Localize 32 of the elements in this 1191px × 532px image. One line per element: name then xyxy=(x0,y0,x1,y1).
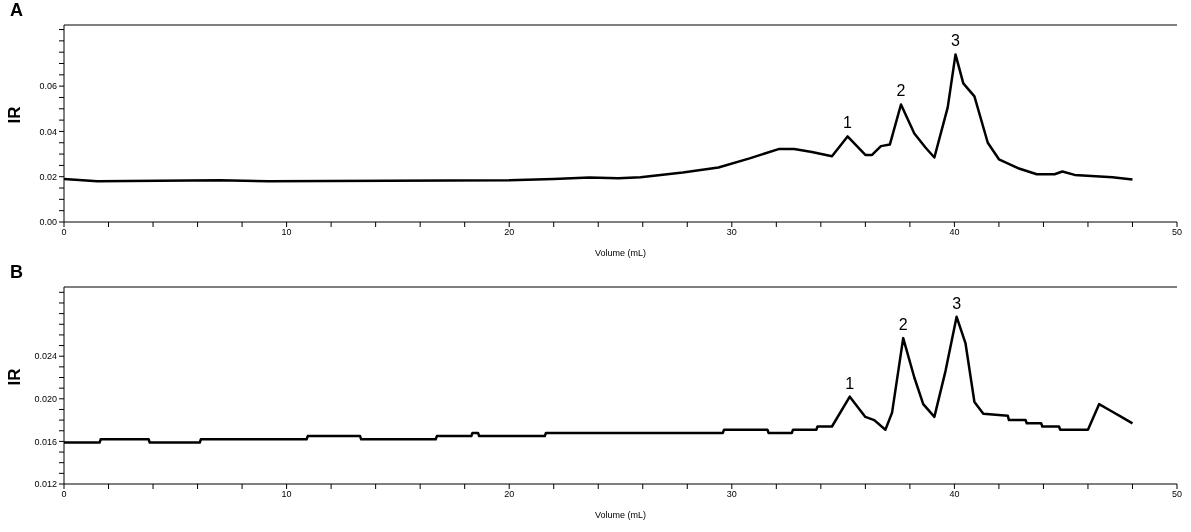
annotation: 1 xyxy=(843,114,853,132)
x-tick-label: 50 xyxy=(1171,227,1183,238)
x-tick-label: 20 xyxy=(504,227,515,238)
chart-title: A xyxy=(10,0,23,21)
annotation: 1 xyxy=(845,374,855,392)
y-tick-label: 0.02 xyxy=(39,171,57,182)
annotation: 2 xyxy=(898,316,908,334)
y-tick-label: 0.020 xyxy=(34,394,57,405)
x-tick-label: 50 xyxy=(1171,489,1183,500)
x-tick-label: 10 xyxy=(281,489,292,500)
annotation: 3 xyxy=(952,294,962,312)
x-tick-label: 0 xyxy=(61,227,67,238)
x-tick-label: 30 xyxy=(726,489,737,500)
x-tick-label: 30 xyxy=(726,227,737,238)
y-tick-label: 0.012 xyxy=(34,479,57,490)
x-tick-label: 40 xyxy=(949,227,960,238)
annotation: 3 xyxy=(951,32,961,50)
x-axis-title: Volume (mL) xyxy=(594,510,647,520)
y-tick-label: 0.04 xyxy=(39,126,57,137)
y-axis-title: IR xyxy=(5,368,25,386)
y-tick-label: 0.00 xyxy=(39,217,57,228)
y-tick-label: 0.024 xyxy=(34,351,57,362)
x-tick-label: 0 xyxy=(61,489,67,500)
y-tick-label: 0.016 xyxy=(34,436,57,447)
x-axis-title: Volume (mL) xyxy=(594,248,647,258)
x-tick-label: 20 xyxy=(504,489,515,500)
x-tick-label: 40 xyxy=(949,489,960,500)
y-axis-title: IR xyxy=(5,106,25,124)
chart-title: B xyxy=(10,262,23,283)
y-tick-label: 0.06 xyxy=(39,81,57,92)
x-tick-label: 10 xyxy=(281,227,292,238)
annotation: 2 xyxy=(896,82,906,100)
